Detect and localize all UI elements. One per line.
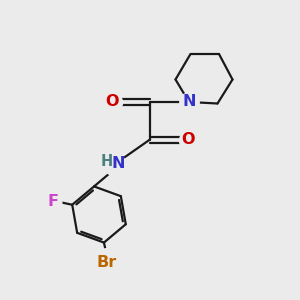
- Text: N: N: [182, 94, 196, 110]
- Text: F: F: [47, 194, 58, 209]
- Text: O: O: [106, 94, 119, 110]
- Text: N: N: [112, 156, 125, 171]
- Text: H: H: [100, 154, 112, 169]
- Text: Br: Br: [97, 255, 117, 270]
- Text: O: O: [181, 132, 194, 147]
